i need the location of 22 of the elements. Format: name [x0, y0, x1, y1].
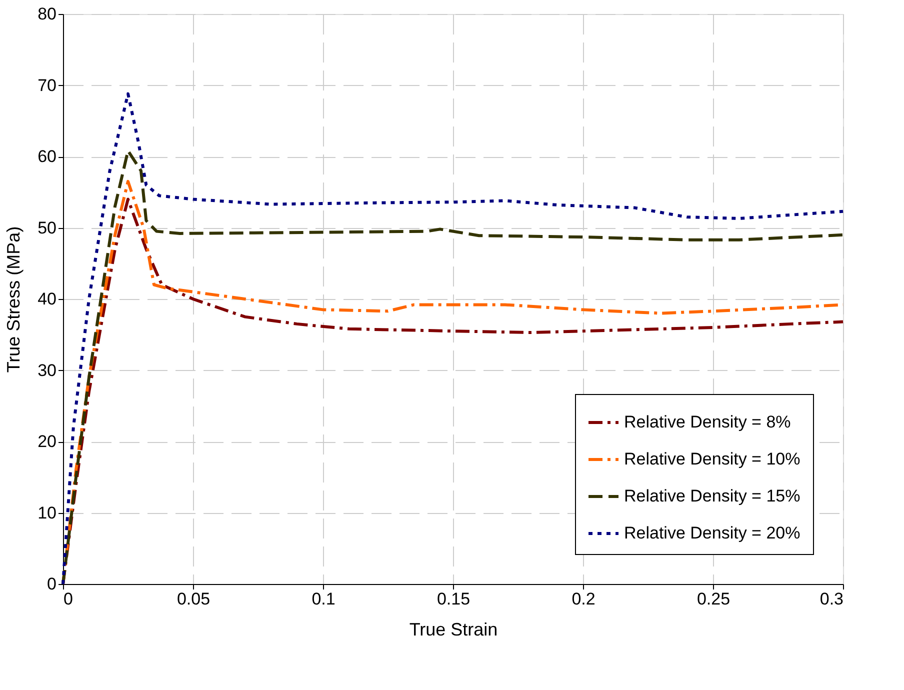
legend-label: Relative Density = 20%	[624, 524, 800, 542]
x-tick-label: 0	[64, 590, 73, 608]
legend-label: Relative Density = 15%	[624, 486, 800, 506]
y-tick-label: 80	[38, 4, 56, 24]
x-tick-label: 0.15	[436, 590, 470, 608]
x-tick-label: 0.1	[312, 590, 336, 608]
x-axis-title: True Strain	[409, 620, 498, 640]
x-tick-label: 0.05	[176, 590, 210, 608]
y-tick-label: 50	[38, 218, 56, 238]
x-tick-label: 0.25	[696, 590, 730, 608]
x-tick-label: 0.3	[820, 590, 844, 608]
y-tick-label: 20	[38, 432, 56, 451]
y-tick-label: 70	[38, 76, 56, 95]
legend-label: Relative Density = 10%	[624, 450, 800, 468]
y-tick-label: 0	[47, 574, 56, 594]
y-tick-label: 40	[38, 290, 56, 308]
x-tick-label: 0.2	[572, 590, 596, 608]
y-tick-label: 60	[38, 147, 56, 166]
y-tick-label: 30	[38, 360, 56, 380]
y-tick-label: 10	[38, 503, 56, 522]
y-axis-title: True Stress (MPa)	[4, 226, 24, 373]
legend-label: Relative Density = 8%	[624, 412, 791, 432]
